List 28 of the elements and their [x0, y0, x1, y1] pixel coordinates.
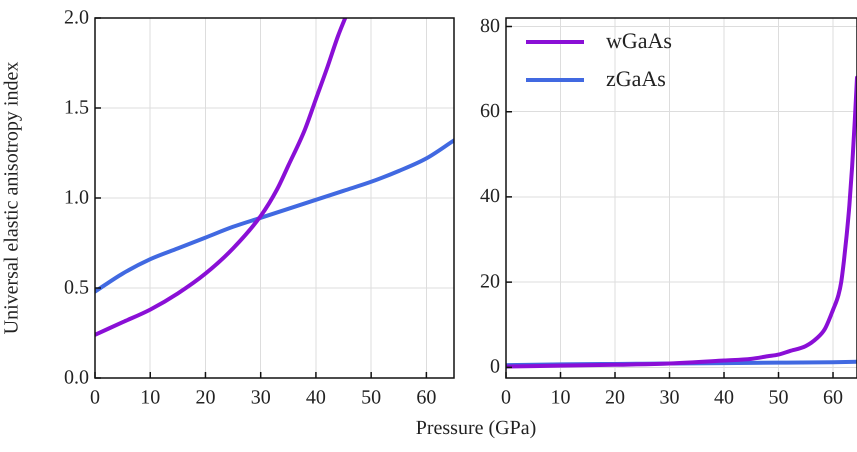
y-tick-label: 2.0 [64, 6, 89, 28]
x-tick-label: 10 [140, 386, 160, 408]
y-tick-label: 80 [480, 14, 500, 37]
y-tick-label: 40 [480, 185, 500, 208]
x-tick-label: 10 [550, 386, 571, 408]
legend-label: wGaAs [606, 28, 672, 53]
y-tick-label: 1.5 [64, 96, 89, 118]
x-tick-label: 20 [605, 386, 626, 408]
x-tick-label: 30 [660, 386, 680, 408]
x-tick-label: 60 [823, 386, 844, 408]
line-series [95, 138, 454, 294]
legend-label: zGaAs [606, 66, 666, 91]
x-tick-label: 40 [306, 386, 326, 408]
x-tick-label: 30 [250, 386, 271, 408]
x-tick-label: 20 [195, 386, 216, 408]
x-tick-label: 50 [361, 386, 382, 408]
y-axis-title: Universal elastic anisotropy index [0, 62, 22, 334]
x-axis-title: Pressure (GPa) [414, 417, 538, 440]
y-tick-label: 0 [490, 356, 500, 378]
y-tick-label: 0.5 [64, 276, 89, 298]
y-tick-label: 1.0 [64, 186, 89, 208]
y-tick-label: 20 [480, 270, 500, 292]
x-tick-label: 40 [714, 386, 734, 408]
line-series [95, 18, 348, 337]
x-tick-label: 50 [768, 386, 789, 408]
y-tick-label: 0.0 [64, 366, 89, 388]
x-tick-label: 60 [416, 386, 436, 408]
y-tick-label: 60 [480, 100, 500, 122]
